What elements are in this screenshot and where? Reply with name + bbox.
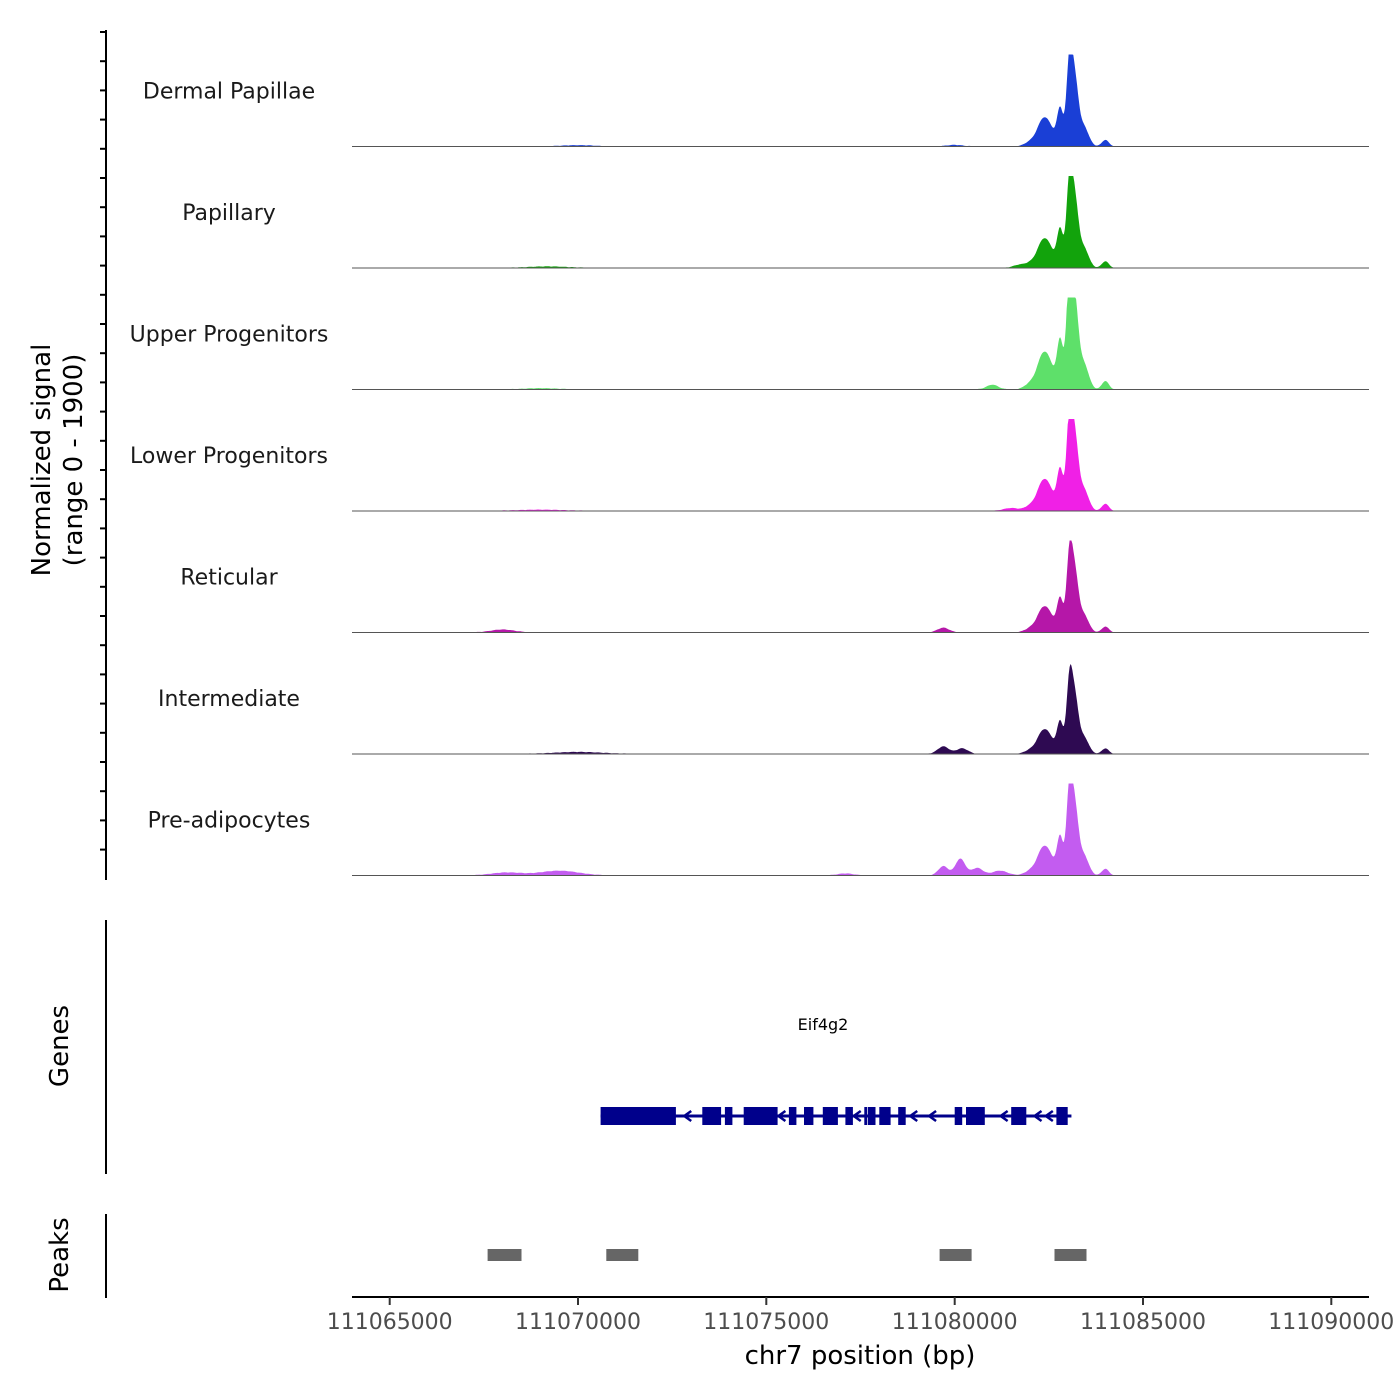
gene-exon [724, 1107, 733, 1125]
coverage-tracks: Dermal Papillae Papillary Upper Progenitor… [130, 54, 1369, 876]
gene-exon [804, 1107, 814, 1125]
track-label: Intermediate [158, 687, 300, 712]
peak-regions [487, 1249, 1087, 1261]
track-label: Reticular [180, 566, 278, 591]
gene-exon [702, 1107, 722, 1125]
gene-exon [1056, 1107, 1068, 1125]
track-reticular: Reticular [180, 540, 1369, 633]
peak-region [487, 1249, 522, 1261]
strand-arrow [1043, 1109, 1054, 1123]
peak-region [939, 1249, 972, 1261]
strand-arrow [1032, 1109, 1043, 1123]
x-tick-label: 111065000 [327, 1310, 453, 1335]
strand-arrow [682, 1109, 692, 1123]
coverage-area [352, 419, 1369, 511]
strand-arrow [776, 1109, 787, 1123]
gene-exon [743, 1107, 778, 1125]
signal-y-axis-ticks [100, 31, 106, 851]
track-lower-progenitors: Lower Progenitors [130, 419, 1369, 512]
gene-exon [879, 1107, 891, 1125]
gene-exon [600, 1107, 676, 1125]
track-upper-progenitors: Upper Progenitors [130, 297, 1369, 390]
strand-arrow [998, 1109, 1009, 1123]
track-label: Papillary [182, 201, 276, 226]
track-label: Dermal Papillae [143, 80, 315, 105]
y-axis-label-line2: (range 0 - 1900) [59, 354, 89, 567]
gene-exon [1011, 1107, 1027, 1125]
track-papillary: Papillary [182, 176, 1369, 269]
track-label: Lower Progenitors [130, 444, 328, 469]
gene-name-label: Eif4g2 [798, 1015, 849, 1034]
x-tick-label: 111085000 [1080, 1310, 1206, 1335]
gene-exon [898, 1107, 906, 1125]
coverage-area [352, 176, 1369, 268]
gene-exon [845, 1107, 853, 1125]
gene-model-eif4g2 [600, 1107, 1072, 1125]
track-pre-adipocytes: Pre-adipocytes [148, 783, 1369, 876]
coverage-area [352, 664, 1369, 754]
strand-arrow [926, 1109, 937, 1123]
coverage-area [352, 54, 1369, 147]
gene-exon [822, 1107, 838, 1125]
coverage-area [352, 783, 1369, 876]
gene-exon [966, 1107, 985, 1125]
x-axis-label: chr7 position (bp) [745, 1341, 976, 1371]
x-tick-label: 111080000 [892, 1310, 1018, 1335]
gene-exon [864, 1107, 868, 1125]
track-label: Upper Progenitors [130, 323, 329, 348]
gene-exon [954, 1107, 963, 1125]
peak-region [606, 1249, 639, 1261]
peak-region [1054, 1249, 1087, 1261]
track-dermal-papillae: Dermal Papillae [143, 54, 1369, 147]
strand-arrow [851, 1109, 862, 1123]
x-tick-label: 111090000 [1268, 1310, 1394, 1335]
y-axis-label-line1: Normalized signal [27, 344, 57, 577]
genes-track-label: Genes [45, 1005, 75, 1087]
track-intermediate: Intermediate [158, 664, 1369, 755]
coverage-area [352, 297, 1369, 390]
track-label: Pre-adipocytes [148, 809, 311, 834]
x-tick-label: 111075000 [703, 1310, 829, 1335]
gene-exon [788, 1107, 797, 1125]
peaks-track-label: Peaks [45, 1217, 75, 1292]
coverage-area [352, 540, 1369, 633]
x-axis-ticks: 111065000 111070000 111075000 111080000 1110… [327, 1297, 1394, 1335]
x-tick-label: 111070000 [515, 1310, 641, 1335]
strand-arrow [908, 1109, 918, 1123]
gene-exon [868, 1107, 876, 1125]
